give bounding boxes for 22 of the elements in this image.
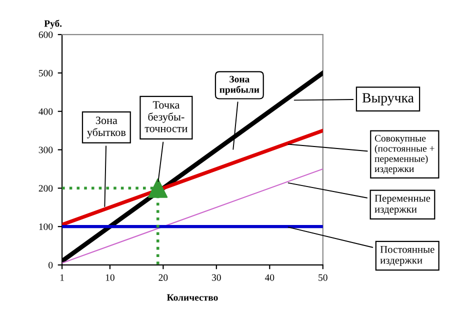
y-tick-label: 400 — [38, 108, 53, 115]
annotation: Зона убытков — [87, 116, 126, 138]
annotation: Точка безубы- точности — [144, 101, 188, 132]
text: Выручка — [362, 93, 414, 106]
y-tick-label: 100 — [39, 223, 53, 230]
x-tick-label: 30 — [212, 274, 221, 281]
y-tick-label: 500 — [38, 70, 53, 76]
annotation: Постоянные издержки — [380, 246, 434, 266]
x-axis-title: Количество — [166, 294, 218, 301]
x-tick-label: 10 — [106, 274, 114, 281]
x-tick-label: 40 — [264, 274, 274, 281]
y-axis-title: Руб. — [44, 20, 62, 29]
y-tick-label: 600 — [38, 31, 53, 38]
annotation: Зона прибыли — [220, 76, 260, 95]
x-tick-label: 50 — [318, 274, 328, 281]
y-tick-label: 200 — [38, 185, 53, 192]
x-tick-label: 1 — [60, 274, 64, 281]
x-tick-label: 20 — [158, 274, 168, 281]
annotation: Переменные издержки — [374, 194, 430, 215]
annotation: Совокупные (постоянные + переменные) издержки — [374, 135, 434, 174]
y-tick-label: 300 — [38, 146, 53, 154]
y-tick-label: 0 — [48, 262, 53, 268]
